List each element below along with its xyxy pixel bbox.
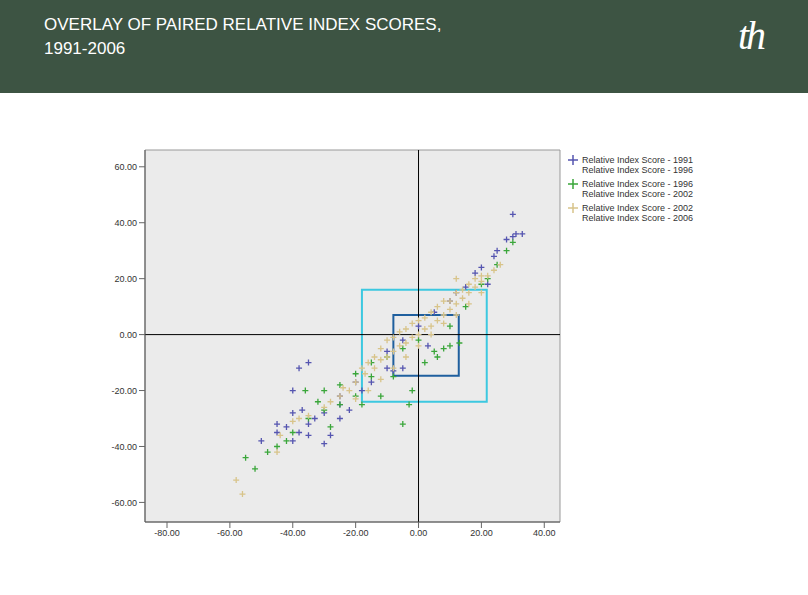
svg-text:0.00: 0.00 [410, 528, 428, 538]
svg-text:-20.00: -20.00 [111, 386, 137, 396]
svg-text:-20.00: -20.00 [343, 528, 369, 538]
svg-text:-60.00: -60.00 [111, 498, 137, 508]
svg-text:-40.00: -40.00 [111, 442, 137, 452]
svg-text:-40.00: -40.00 [280, 528, 306, 538]
html-text:Relative Index Score - 2002 Re: Relative Index Score - 2002 Relative Ind… [582, 203, 694, 223]
svg-text:20.00: 20.00 [114, 274, 137, 284]
svg-text:0.00: 0.00 [119, 330, 137, 340]
svg-text:20.00: 20.00 [470, 528, 493, 538]
html-text:OVERLAY OF PAIRED RELATIVE IND: OVERLAY OF PAIRED RELATIVE INDEX SCORES,… [44, 15, 442, 58]
svg-text:60.00: 60.00 [114, 162, 137, 172]
html-text:Relative Index Score - 1991 Re: Relative Index Score - 1991 Relative Ind… [582, 155, 694, 175]
html-text:th: th [738, 13, 764, 58]
html-text:Relative Index Score - 1996 Re: Relative Index Score - 1996 Relative Ind… [582, 179, 694, 199]
svg-text:40.00: 40.00 [114, 218, 137, 228]
svg-text:-80.00: -80.00 [154, 528, 180, 538]
svg-text:-60.00: -60.00 [217, 528, 243, 538]
svg-text:40.00: 40.00 [533, 528, 556, 538]
